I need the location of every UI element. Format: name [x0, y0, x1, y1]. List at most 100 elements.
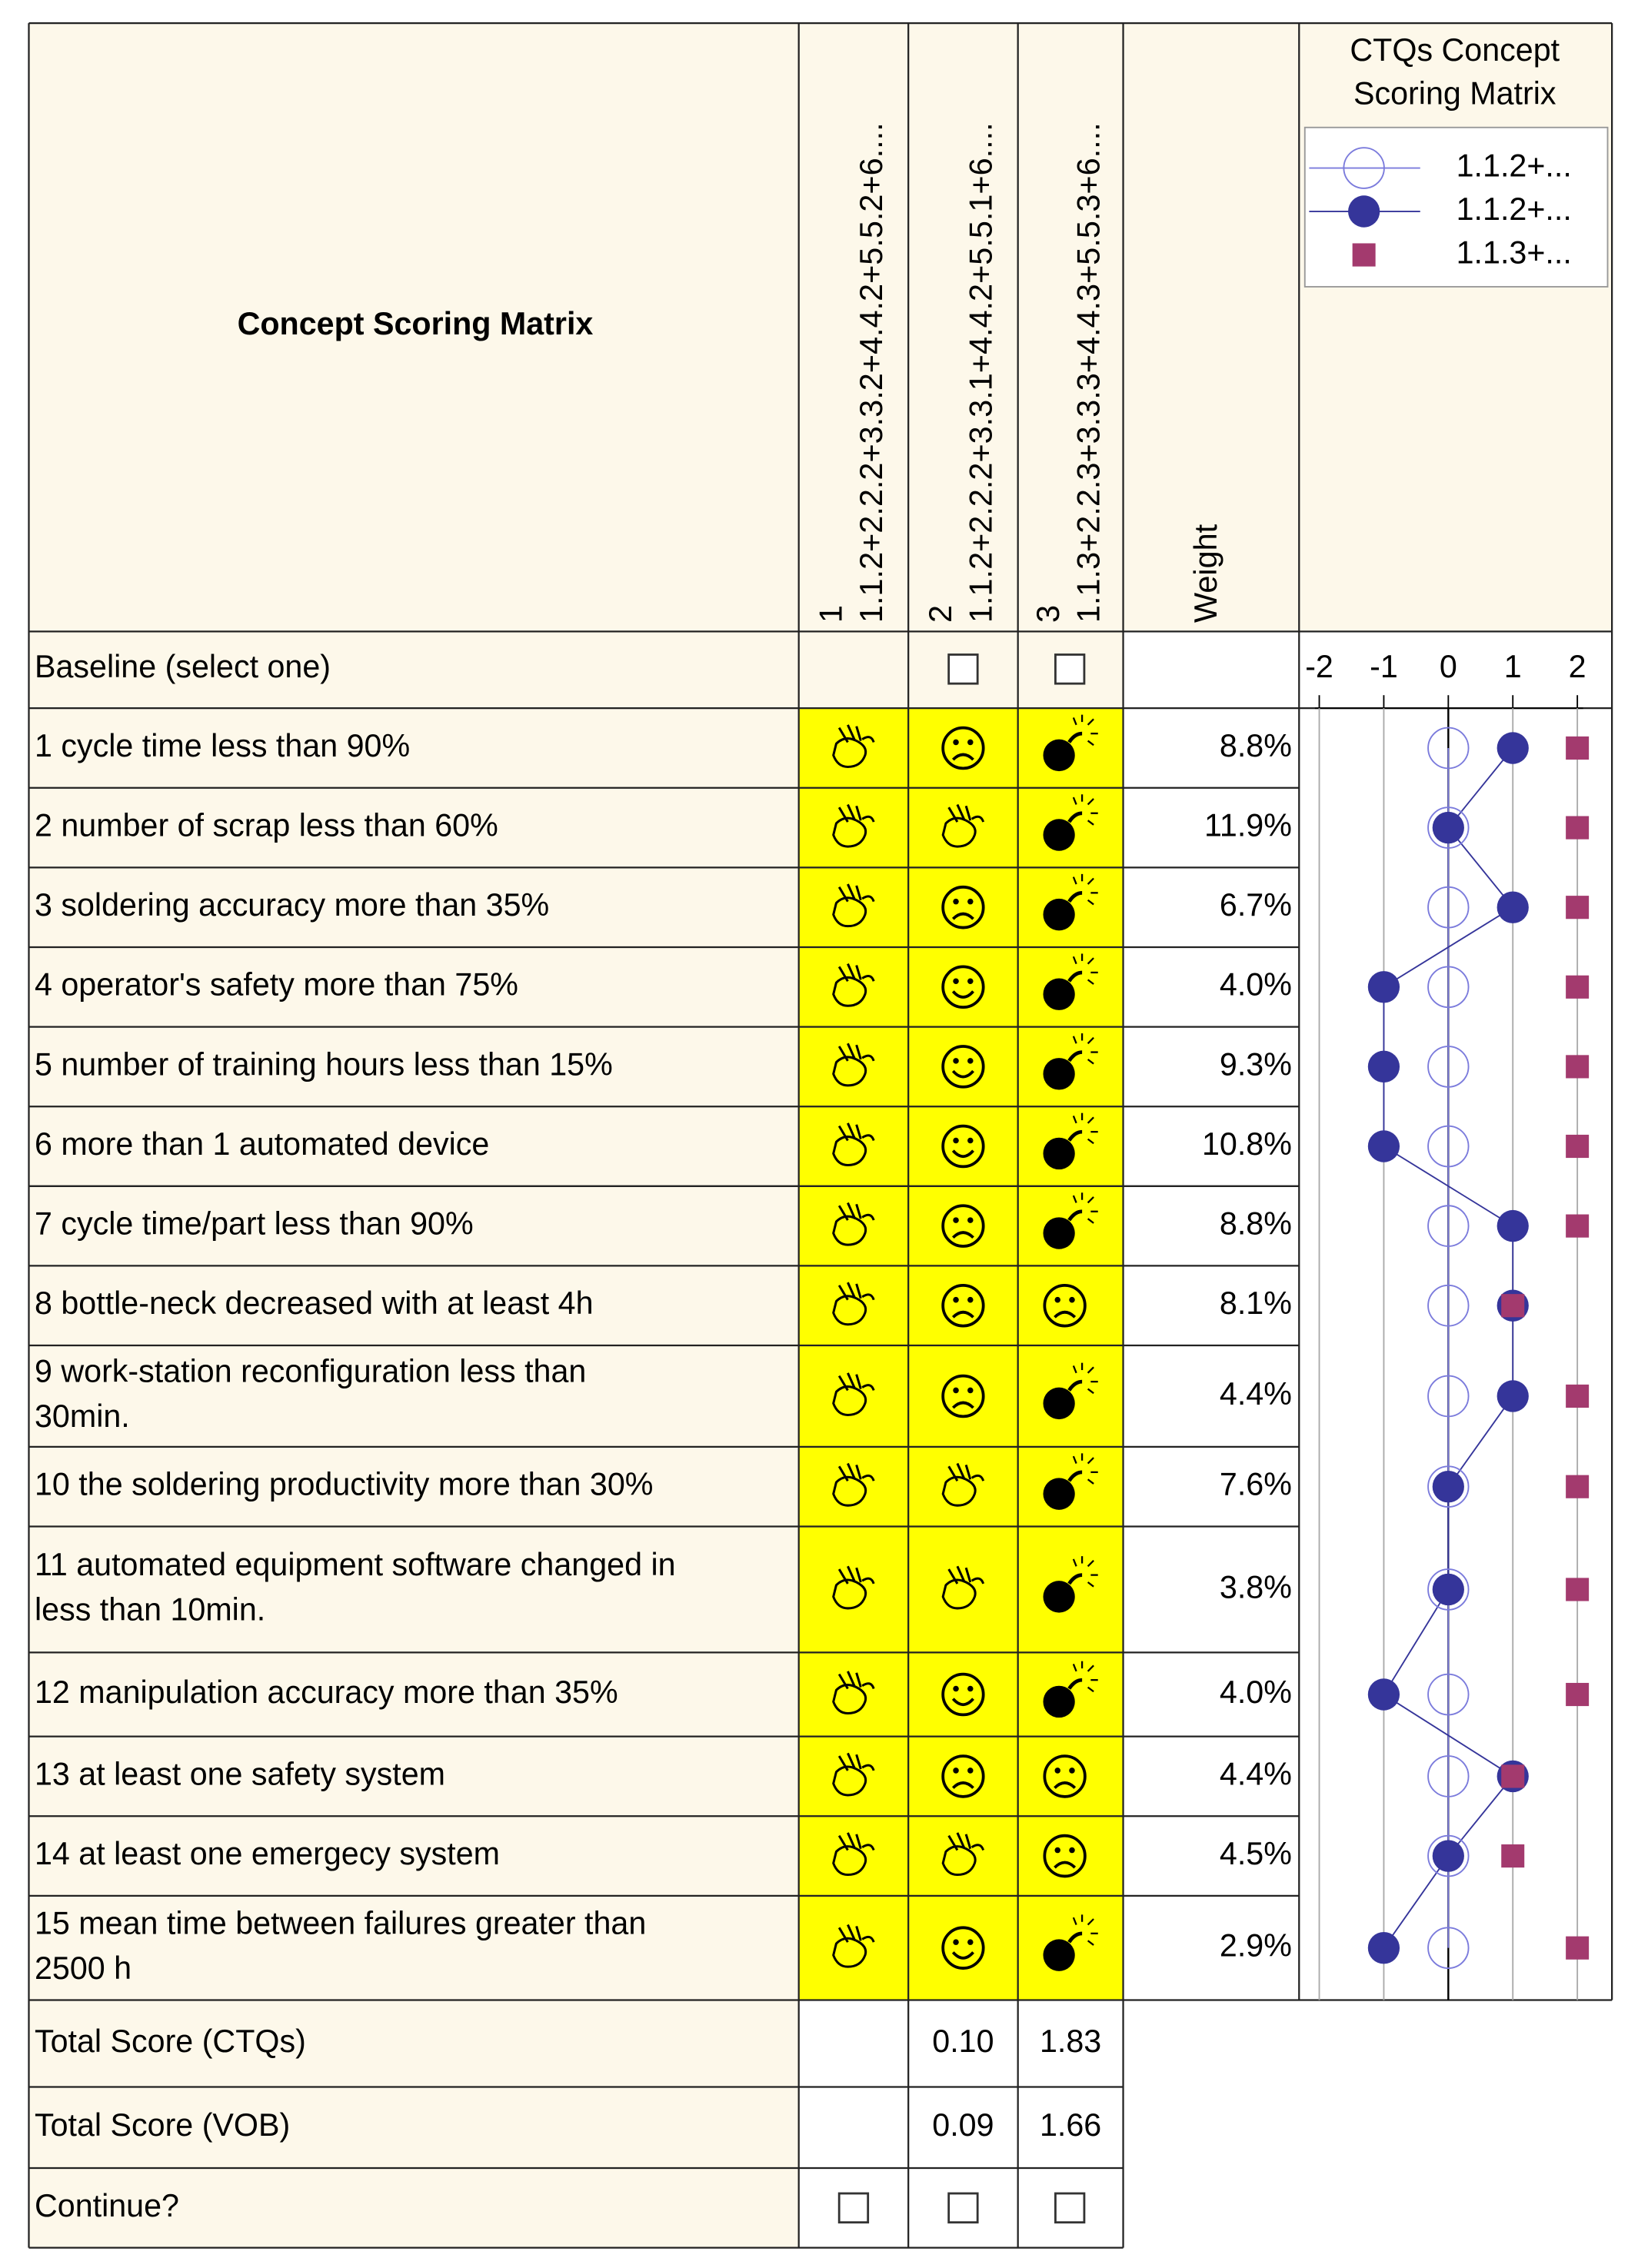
criterion-label: 4 operator's safety more than 75%	[35, 967, 518, 1003]
marker-open-circle	[1427, 1465, 1470, 1508]
marker-square	[1566, 1682, 1590, 1707]
marker-circle	[1432, 1470, 1464, 1503]
concept-number: 3	[1030, 605, 1066, 623]
marker-circle	[1367, 1050, 1400, 1083]
score-icon	[832, 1282, 875, 1326]
score-icon	[941, 1374, 985, 1418]
concept-name: 1.1.2+2.2.2+3.3.2+4.4.2+5.5.2+6....	[854, 122, 889, 623]
legend-marker	[1343, 147, 1385, 189]
marker-square	[1566, 736, 1590, 760]
score-icon	[941, 1204, 985, 1248]
concept-number: 1	[814, 605, 849, 623]
header-bg	[28, 23, 1300, 632]
x-tick-label: 1	[1504, 649, 1522, 684]
baseline-bg	[28, 631, 1124, 709]
weight-bg	[1123, 631, 1300, 709]
baseline-checkbox[interactable]	[1054, 653, 1086, 685]
marker-open-circle	[1427, 1205, 1470, 1247]
score-icon	[1043, 1453, 1098, 1510]
continue-checkbox[interactable]	[837, 2192, 870, 2224]
score-icon	[941, 1462, 985, 1507]
marker-square	[1566, 1214, 1590, 1238]
criterion-label: 2500 h	[35, 1950, 132, 1986]
score-icon	[832, 1202, 875, 1246]
score-icon	[1043, 794, 1098, 851]
score-icon	[832, 1372, 875, 1416]
score-icon	[941, 1672, 985, 1717]
legend-label: 1.1.2+...	[1457, 191, 1572, 227]
score-icon	[832, 724, 875, 768]
score-icon	[941, 1565, 985, 1610]
weight-value: 4.5%	[1220, 1836, 1292, 1871]
score-icon	[941, 885, 985, 929]
score-icon	[832, 1752, 875, 1797]
criterion-label: 9 work-station reconfiguration less than	[35, 1354, 586, 1389]
chart-title: CTQs Concept	[1350, 32, 1560, 68]
criterion-label: 14 at least one emergecy system	[35, 1836, 500, 1871]
marker-circle	[1497, 1209, 1529, 1242]
score-icon	[1043, 1914, 1098, 1971]
chart-header-bg	[1299, 23, 1613, 632]
continue-label: Continue?	[35, 2188, 179, 2223]
x-tick-label: 0	[1440, 649, 1457, 684]
baseline-checkbox[interactable]	[947, 653, 979, 685]
score-icon	[832, 1122, 875, 1167]
score-icon	[941, 1832, 985, 1877]
concept-name: 1.1.2+2.2.2+3.3.1+4.4.2+5.5.1+6....	[964, 122, 999, 623]
score-icon	[832, 1565, 875, 1610]
total-value: 1.83	[1040, 2024, 1101, 2059]
criterion-label: 30min.	[35, 1398, 130, 1434]
marker-square	[1566, 896, 1590, 920]
weight-value: 4.4%	[1220, 1756, 1292, 1791]
marker-square	[1566, 1384, 1590, 1408]
score-icon	[941, 726, 985, 770]
criterion-label: less than 10min.	[35, 1592, 265, 1628]
marker-open-circle	[1427, 1375, 1470, 1418]
weight-value: 8.8%	[1220, 1205, 1292, 1241]
score-icon	[941, 1283, 985, 1328]
weight-value: 4.0%	[1220, 967, 1292, 1003]
marker-circle	[1432, 811, 1464, 844]
x-tick-label: -2	[1305, 649, 1333, 684]
criterion-label: 1 cycle time less than 90%	[35, 728, 410, 763]
criterion-label: 5 number of training hours less than 15%	[35, 1046, 613, 1082]
marker-circle	[1367, 1678, 1400, 1711]
score-icon	[1043, 1283, 1087, 1328]
continue-checkbox[interactable]	[1054, 2192, 1086, 2224]
marker-circle	[1367, 1931, 1400, 1964]
score-icon	[941, 1926, 985, 1970]
marker-square	[1566, 816, 1590, 840]
weight-value: 11.9%	[1204, 807, 1292, 843]
marker-square	[1566, 1936, 1590, 1960]
marker-open-circle	[1427, 966, 1470, 1009]
weight-header: Weight	[1188, 524, 1224, 623]
score-icon	[832, 1671, 875, 1715]
marker-open-circle	[1427, 727, 1470, 770]
weight-value: 7.6%	[1220, 1467, 1292, 1502]
score-icon	[832, 963, 875, 1007]
marker-circle	[1367, 971, 1400, 1003]
score-icon	[941, 965, 985, 1009]
concept-number: 2	[923, 605, 958, 623]
criterion-label: 8 bottle-neck decreased with at least 4h	[35, 1285, 594, 1321]
legend-label: 1.1.3+...	[1457, 234, 1572, 270]
marker-square	[1501, 1294, 1525, 1318]
score-icon	[1043, 1556, 1098, 1613]
continue-checkbox[interactable]	[947, 2192, 979, 2224]
marker-open-circle	[1427, 1284, 1470, 1327]
score-icon	[1043, 873, 1098, 931]
x-tick-label: -1	[1370, 649, 1398, 684]
score-icon	[941, 803, 985, 848]
legend-label: 1.1.2+...	[1457, 148, 1572, 183]
concept-name: 1.1.3+2.2.3+3.3.3+4.4.3+5.5.3+6....	[1070, 122, 1106, 623]
marker-circle	[1367, 1130, 1400, 1162]
marker-open-circle	[1427, 1046, 1470, 1088]
marker-open-circle	[1427, 1568, 1470, 1611]
weight-value: 6.7%	[1220, 887, 1292, 923]
score-icon	[832, 803, 875, 848]
chart-title: Scoring Matrix	[1353, 75, 1556, 111]
score-icon	[1043, 1192, 1098, 1249]
weight-value: 8.1%	[1220, 1285, 1292, 1321]
score-icon	[832, 1832, 875, 1877]
score-icon	[1043, 1754, 1087, 1798]
